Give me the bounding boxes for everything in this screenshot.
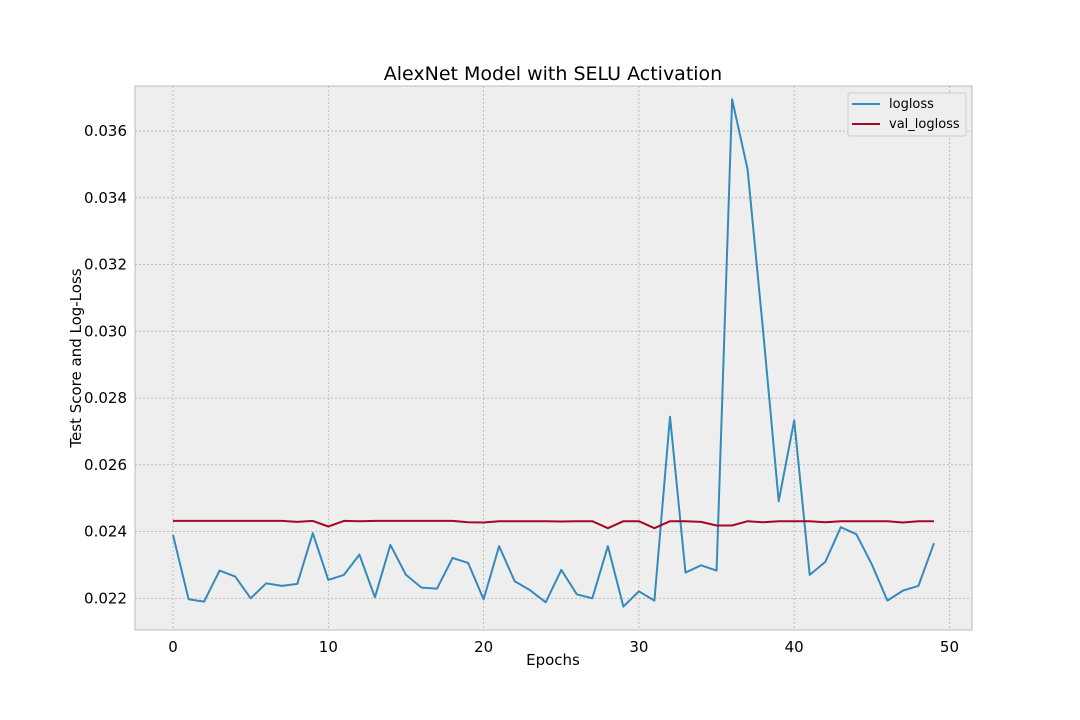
x-tick-label: 30 xyxy=(629,638,648,656)
chart-title: AlexNet Model with SELU Activation xyxy=(384,63,722,85)
x-axis-label: Epochs xyxy=(526,651,580,669)
legend: logloss val_logloss xyxy=(847,92,967,137)
series-line-logloss xyxy=(172,98,935,608)
y-tick-label: 0.036 xyxy=(84,122,127,140)
x-tick-label: 0 xyxy=(168,638,178,656)
x-tick-label: 50 xyxy=(940,638,959,656)
y-tick-label: 0.028 xyxy=(84,389,127,407)
legend-label-val-logloss: val_logloss xyxy=(889,117,960,132)
y-tick-label: 0.034 xyxy=(84,189,127,207)
series-line-val-logloss xyxy=(173,519,934,530)
x-tick-label: 20 xyxy=(474,638,493,656)
y-tick-label: 0.024 xyxy=(84,523,127,541)
y-tick-label: 0.030 xyxy=(84,322,127,340)
series-layer xyxy=(172,98,935,608)
legend-label-logloss: logloss xyxy=(889,97,934,112)
y-tick-label: 0.022 xyxy=(84,589,127,607)
y-axis-label: Test Score and Log-Loss xyxy=(67,268,85,448)
grid xyxy=(135,86,972,630)
x-tick-label: 10 xyxy=(319,638,338,656)
y-tick-label: 0.032 xyxy=(84,256,127,274)
plot-area-background xyxy=(134,85,973,631)
tick-labels: 0 10 20 30 40 50 0.022 0.024 0.026 0.028 0.030 0.03… xyxy=(84,122,959,656)
y-tick-label: 0.026 xyxy=(84,456,127,474)
x-tick-label: 40 xyxy=(785,638,804,656)
